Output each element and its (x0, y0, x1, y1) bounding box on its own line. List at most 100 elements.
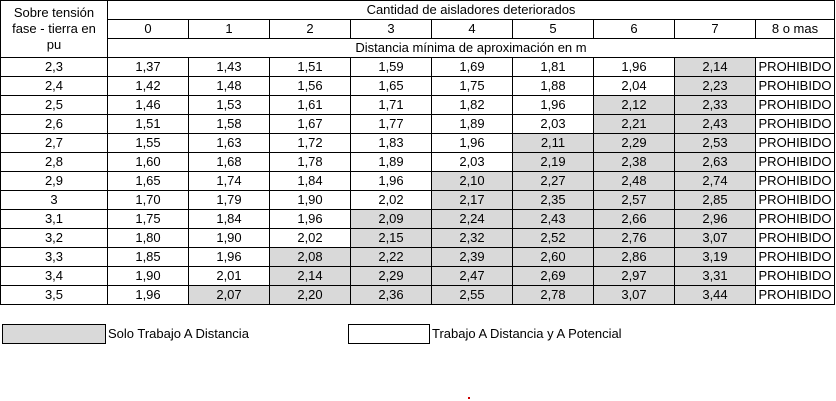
distance-cell: 3,19 (674, 247, 756, 267)
distance-cell: 1,55 (107, 133, 189, 153)
distance-subtitle: Distancia mínima de aproximación en m (107, 38, 835, 58)
distance-cell: 1,53 (188, 95, 270, 115)
prohibited-cell: PROHIBIDO (755, 95, 835, 115)
distance-cell: 1,85 (107, 247, 189, 267)
prohibited-cell: PROHIBIDO (755, 57, 835, 77)
distance-cell: 1,75 (431, 76, 513, 96)
pu-cell: 2,6 (0, 114, 108, 134)
prohibited-cell: PROHIBIDO (755, 285, 835, 305)
column-header: 8 o mas (755, 19, 835, 39)
column-header: 7 (674, 19, 756, 39)
prohibited-cell: PROHIBIDO (755, 190, 835, 210)
distance-cell: 2,63 (674, 152, 756, 172)
distance-cell: 2,19 (512, 152, 594, 172)
column-header: 2 (269, 19, 351, 39)
pu-cell: 3 (0, 190, 108, 210)
pu-cell: 3,1 (0, 209, 108, 229)
distance-cell: 1,89 (350, 152, 432, 172)
pu-cell: 3,3 (0, 247, 108, 267)
column-header: 3 (350, 19, 432, 39)
distance-cell: 2,04 (593, 76, 675, 96)
overvoltage-header-line-3: pu (46, 37, 62, 52)
distance-cell: 1,58 (188, 114, 270, 134)
stray-mark (468, 397, 470, 399)
table-row: 2,9 1,65 1,74 1,84 1,96 2,10 2,27 2,48 2,74 PROHI… (0, 171, 835, 191)
distance-cell: 2,36 (350, 285, 432, 305)
distance-cell: 2,14 (674, 57, 756, 77)
distance-cell: 3,44 (674, 285, 756, 305)
distance-cell: 3,07 (674, 228, 756, 248)
distance-cell: 1,46 (107, 95, 189, 115)
column-header: 6 (593, 19, 675, 39)
column-header: 5 (512, 19, 594, 39)
distance-cell: 1,77 (350, 114, 432, 134)
distance-cell: 1,68 (188, 152, 270, 172)
distance-cell: 3,31 (674, 266, 756, 286)
distance-cell: 2,11 (512, 133, 594, 153)
column-header: 1 (188, 19, 270, 39)
distance-cell: 2,86 (593, 247, 675, 267)
overvoltage-header: Sobre tensión fase - tierra en pu (0, 0, 108, 58)
distance-cell: 1,75 (107, 209, 189, 229)
distance-cell: 2,55 (431, 285, 513, 305)
table-row: 3,4 1,90 2,01 2,14 2,29 2,47 2,69 2,97 3,31 PROHI… (0, 266, 835, 286)
distance-cell: 1,61 (269, 95, 351, 115)
distance-cell: 1,51 (269, 57, 351, 77)
distance-cell: 1,80 (107, 228, 189, 248)
table-row: 3,1 1,75 1,84 1,96 2,09 2,24 2,43 2,66 2,96 PROHI… (0, 209, 835, 229)
prohibited-cell: PROHIBIDO (755, 152, 835, 172)
distance-cell: 1,96 (512, 95, 594, 115)
distance-cell: 1,74 (188, 171, 270, 191)
pu-cell: 3,4 (0, 266, 108, 286)
legend-label-shaded: Solo Trabajo A Distancia (108, 326, 249, 341)
distance-cell: 2,43 (674, 114, 756, 134)
table-row: 3,3 1,85 1,96 2,08 2,22 2,39 2,60 2,86 3,19 PROHI… (0, 247, 835, 267)
distance-cell: 1,42 (107, 76, 189, 96)
distance-cell: 2,97 (593, 266, 675, 286)
distance-cell: 2,24 (431, 209, 513, 229)
column-header: 0 (107, 19, 189, 39)
distance-cell: 2,09 (350, 209, 432, 229)
distance-cell: 2,32 (431, 228, 513, 248)
distance-cell: 1,43 (188, 57, 270, 77)
distance-cell: 1,67 (269, 114, 351, 134)
distance-cell: 1,60 (107, 152, 189, 172)
distance-cell: 1,88 (512, 76, 594, 96)
distance-cell: 1,90 (188, 228, 270, 248)
distance-cell: 2,43 (512, 209, 594, 229)
distance-cell: 1,70 (107, 190, 189, 210)
distance-cell: 1,96 (269, 209, 351, 229)
distance-cell: 2,74 (674, 171, 756, 191)
distance-cell: 2,57 (593, 190, 675, 210)
distance-cell: 1,82 (431, 95, 513, 115)
distance-cell: 2,14 (269, 266, 351, 286)
distance-cell: 2,08 (269, 247, 351, 267)
distance-cell: 1,51 (107, 114, 189, 134)
distance-cell: 2,39 (431, 247, 513, 267)
distance-cell: 2,01 (188, 266, 270, 286)
distance-cell: 1,81 (512, 57, 594, 77)
distance-cell: 2,03 (512, 114, 594, 134)
table-row: 2,6 1,51 1,58 1,67 1,77 1,89 2,03 2,21 2,43 PROHI… (0, 114, 835, 134)
distance-cell: 2,27 (512, 171, 594, 191)
distance-cell: 2,76 (593, 228, 675, 248)
distance-cell: 2,15 (350, 228, 432, 248)
distance-cell: 1,90 (107, 266, 189, 286)
distance-cell: 1,48 (188, 76, 270, 96)
distance-cell: 2,78 (512, 285, 594, 305)
distance-cell: 2,17 (431, 190, 513, 210)
table-row: 3 1,70 1,79 1,90 2,02 2,17 2,35 2,57 2,85 PROHIBI… (0, 190, 835, 210)
table-row: 2,4 1,42 1,48 1,56 1,65 1,75 1,88 2,04 2,23 PROHI… (0, 76, 835, 96)
distance-cell: 2,69 (512, 266, 594, 286)
distance-cell: 1,71 (350, 95, 432, 115)
distance-cell: 1,65 (350, 76, 432, 96)
distance-cell: 2,03 (431, 152, 513, 172)
distance-cell: 2,22 (350, 247, 432, 267)
prohibited-cell: PROHIBIDO (755, 228, 835, 248)
table-row: 3,5 1,96 2,07 2,20 2,36 2,55 2,78 3,07 3,44 PROHI… (0, 285, 835, 305)
overvoltage-header-line-2: fase - tierra en (12, 21, 96, 36)
table-row: 2,8 1,60 1,68 1,78 1,89 2,03 2,19 2,38 2,63 PROHI… (0, 152, 835, 172)
distance-cell: 2,96 (674, 209, 756, 229)
prohibited-cell: PROHIBIDO (755, 114, 835, 134)
distance-cell: 1,96 (188, 247, 270, 267)
